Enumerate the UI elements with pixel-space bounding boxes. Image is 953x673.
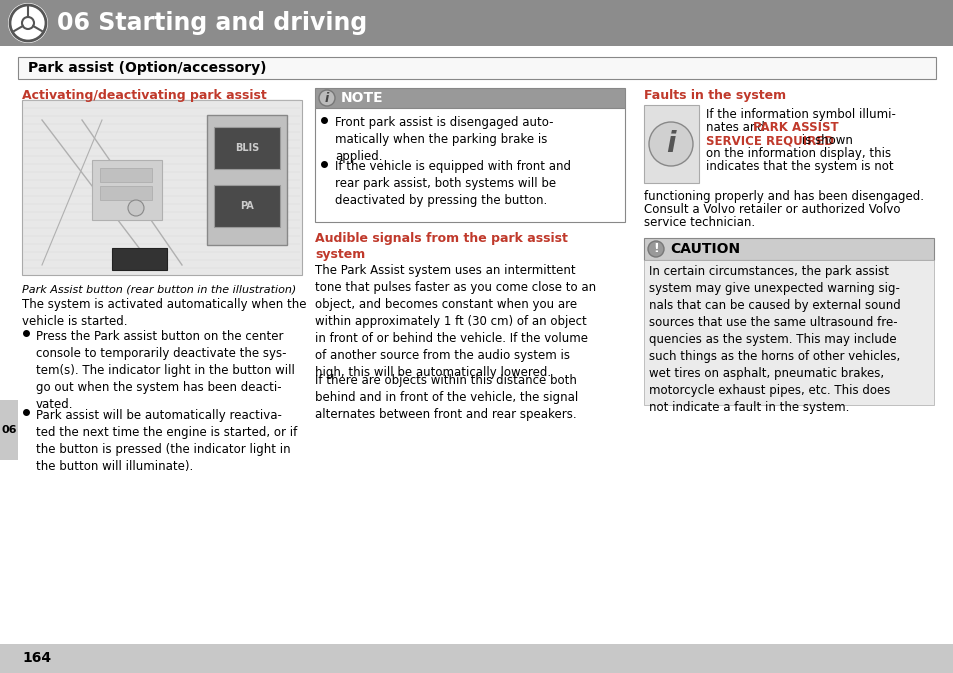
Bar (643, 260, 933, 405)
Bar (643, 238, 933, 260)
Text: CAUTION: CAUTION (669, 242, 740, 256)
Text: The system is activated automatically when the
vehicle is started.: The system is activated automatically wh… (22, 298, 306, 328)
Bar (0, 644, 953, 673)
Text: Park Assist button (rear button in the illustration): Park Assist button (rear button in the i… (22, 284, 296, 294)
Text: functioning properly and has been disengaged.: functioning properly and has been diseng… (643, 190, 923, 203)
Text: Press the Park assist button on the center
console to temporarily deactivate the: Press the Park assist button on the cent… (36, 330, 294, 411)
Text: i: i (325, 92, 329, 104)
Bar (314, 88, 624, 108)
Bar (0, 0, 953, 46)
Bar (18, 57, 935, 79)
Text: PARK ASSIST: PARK ASSIST (752, 121, 838, 134)
Text: nates and: nates and (705, 121, 768, 134)
Bar (207, 115, 287, 245)
Text: If there are objects within this distance both
behind and in front of the vehicl: If there are objects within this distanc… (314, 374, 578, 421)
Text: Park assist (Option/accessory): Park assist (Option/accessory) (28, 61, 266, 75)
Text: The Park Assist system uses an intermittent
tone that pulses faster as you come : The Park Assist system uses an intermitt… (314, 264, 596, 379)
Bar (100, 168, 152, 182)
Bar (0, 400, 18, 460)
Text: 06 Starting and driving: 06 Starting and driving (57, 11, 367, 35)
Text: service technician.: service technician. (643, 216, 755, 229)
Bar (22, 100, 302, 275)
Text: is shown: is shown (797, 134, 852, 147)
Text: !: ! (653, 242, 659, 256)
Text: indicates that the system is not: indicates that the system is not (705, 160, 893, 173)
Bar (112, 248, 167, 270)
Text: PA: PA (240, 201, 253, 211)
Bar (91, 160, 162, 220)
Bar (100, 186, 152, 200)
Bar (213, 127, 280, 169)
Bar (643, 105, 699, 183)
Text: BLIS: BLIS (234, 143, 259, 153)
Text: Activating/deactivating park assist: Activating/deactivating park assist (22, 89, 267, 102)
Text: Faults in the system: Faults in the system (643, 89, 785, 102)
Text: Park assist will be automatically reactiva-
ted the next time the engine is star: Park assist will be automatically reacti… (36, 409, 297, 473)
Circle shape (128, 200, 144, 216)
Text: i: i (665, 130, 675, 158)
Text: 164: 164 (22, 651, 51, 665)
Text: NOTE: NOTE (340, 91, 383, 105)
Bar (314, 108, 624, 222)
Circle shape (318, 90, 335, 106)
Text: Audible signals from the park assist
system: Audible signals from the park assist sys… (314, 232, 567, 261)
Bar (213, 185, 280, 227)
Text: SERVICE REQUIRED: SERVICE REQUIRED (705, 134, 833, 147)
Text: In certain circumstances, the park assist
system may give unexpected warning sig: In certain circumstances, the park assis… (648, 265, 900, 414)
Text: 06: 06 (1, 425, 17, 435)
Circle shape (648, 122, 692, 166)
Text: on the information display, this: on the information display, this (705, 147, 890, 160)
Text: If the vehicle is equipped with front and
rear park assist, both systems will be: If the vehicle is equipped with front an… (335, 160, 571, 207)
Text: If the information symbol illumi-: If the information symbol illumi- (705, 108, 895, 121)
Circle shape (8, 3, 48, 43)
Text: Front park assist is disengaged auto-
matically when the parking brake is
applie: Front park assist is disengaged auto- ma… (335, 116, 553, 163)
Text: Consult a Volvo retailer or authorized Volvo: Consult a Volvo retailer or authorized V… (643, 203, 900, 216)
Circle shape (647, 241, 663, 257)
